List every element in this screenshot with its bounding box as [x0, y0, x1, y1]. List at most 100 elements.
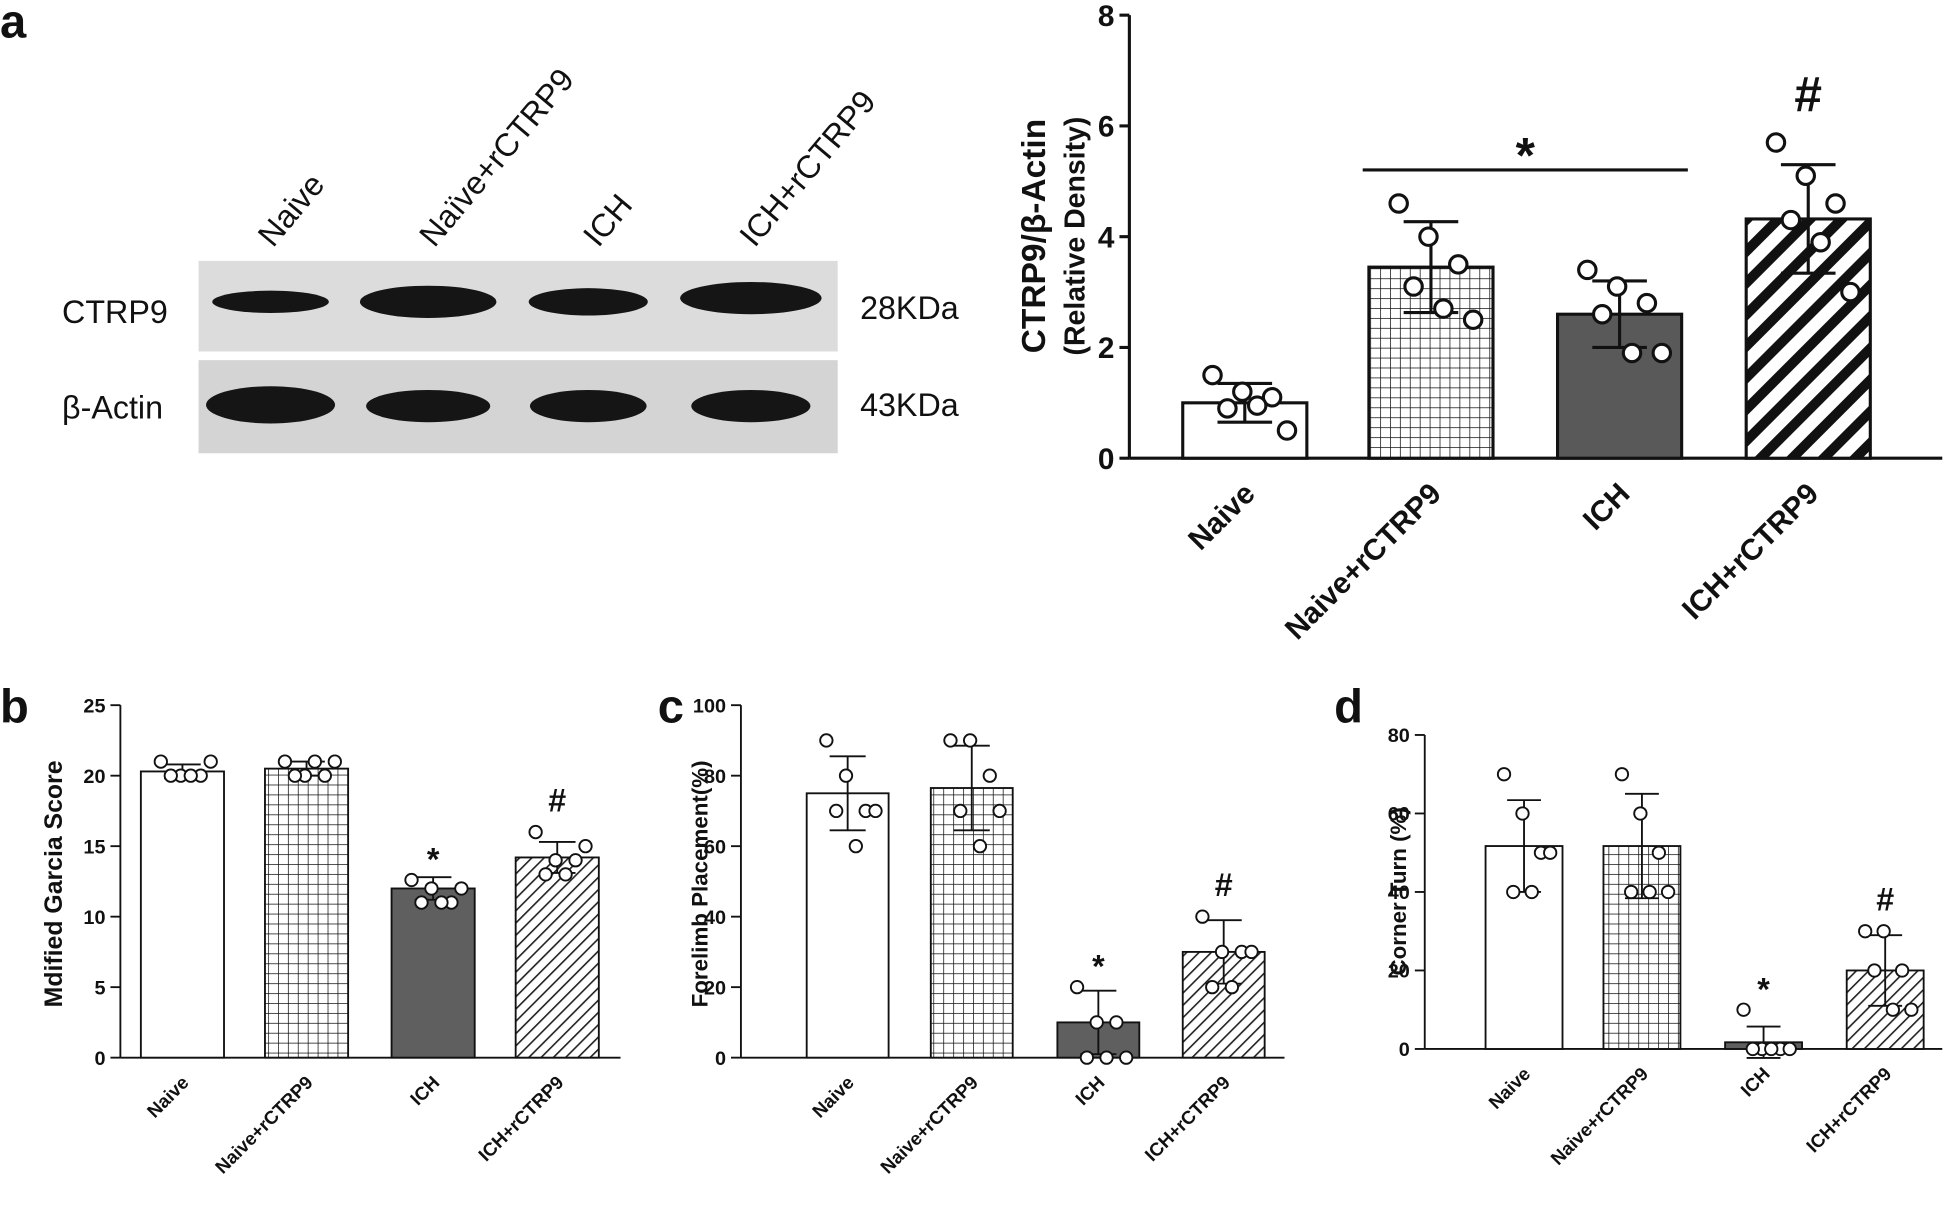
- lane-label: ICH: [576, 187, 639, 253]
- data-point: [568, 853, 583, 868]
- x-tick-label: Naive: [808, 1072, 858, 1122]
- data-point: [1894, 963, 1910, 978]
- data-point: [1825, 193, 1846, 214]
- y-tick-label: 8: [1098, 0, 1115, 33]
- data-point: [1543, 845, 1558, 860]
- y-tick-label: 2: [1098, 332, 1115, 365]
- data-point: [1858, 924, 1873, 939]
- bar: [139, 770, 225, 1059]
- data-point: [868, 803, 883, 819]
- annotation: #: [1876, 881, 1894, 917]
- data-point: [1591, 303, 1613, 325]
- y-axis-label: Corner Turn (%): [1386, 807, 1411, 975]
- data-point: [414, 895, 429, 910]
- data-point: [1795, 165, 1816, 186]
- panel-label: a: [0, 0, 27, 47]
- y-tick-label: 80: [704, 766, 726, 788]
- x-tick-label: ICH+rCTRP9: [1676, 477, 1825, 626]
- data-point: [1069, 980, 1085, 995]
- data-point: [1780, 209, 1802, 231]
- data-point: [819, 733, 834, 748]
- y-tick-label: 60: [1388, 804, 1410, 826]
- data-point: [1621, 342, 1643, 364]
- data-point: [982, 768, 997, 783]
- y-tick-label: 6: [1098, 111, 1115, 144]
- x-tick-label: ICH: [1071, 1072, 1109, 1110]
- data-point: [1606, 276, 1628, 297]
- x-tick-label: Naive: [1484, 1063, 1534, 1113]
- x-tick-label: Naive: [143, 1072, 193, 1122]
- y-tick-label: 20: [1388, 961, 1410, 983]
- data-point: [1515, 806, 1530, 821]
- lane-label: Naive: [251, 167, 332, 253]
- x-tick-label: Naive+rCTRP9: [1279, 477, 1448, 646]
- data-point: [972, 839, 988, 854]
- y-tick-label: 20: [83, 766, 105, 788]
- bar: [805, 792, 890, 1059]
- bar: [514, 856, 600, 1059]
- data-point: [1651, 845, 1667, 860]
- data-point: [1904, 1002, 1919, 1017]
- x-tick-label: ICH+rCTRP9: [1141, 1072, 1234, 1165]
- x-tick-label: ICH+rCTRP9: [474, 1072, 567, 1165]
- x-tick-label: Naive+rCTRP9: [1546, 1063, 1652, 1169]
- y-tick-label: 60: [704, 836, 726, 858]
- y-tick-label: 40: [1388, 882, 1410, 904]
- y-axis-label: (Relative Density): [1060, 117, 1092, 356]
- data-point: [287, 768, 303, 783]
- data-point: [548, 853, 563, 868]
- data-point: [558, 867, 573, 882]
- data-point: [1079, 1050, 1095, 1065]
- data-point: [1614, 767, 1630, 782]
- data-point: [1244, 944, 1259, 960]
- y-tick-label: 0: [94, 1048, 105, 1070]
- data-point: [1624, 884, 1639, 900]
- x-tick-label: ICH: [1577, 477, 1637, 537]
- data-point: [203, 754, 218, 769]
- data-point: [1642, 884, 1657, 900]
- data-point: [1496, 767, 1512, 782]
- data-point: [953, 803, 968, 819]
- data-point: [1099, 1050, 1114, 1065]
- y-tick-label: 25: [83, 695, 105, 717]
- blot-size-label: 43KDa: [860, 387, 959, 423]
- annotation: *: [1516, 127, 1536, 183]
- data-point: [1224, 980, 1240, 995]
- data-point: [829, 803, 844, 819]
- data-point: [1403, 276, 1424, 297]
- data-point: [1217, 398, 1238, 419]
- data-point: [317, 768, 332, 783]
- x-tick-label: Naive+rCTRP9: [211, 1072, 317, 1178]
- blot-size-label: 28KDa: [860, 290, 959, 326]
- y-tick-label: 10: [83, 907, 105, 929]
- annotation: *: [1092, 949, 1105, 985]
- y-tick-label: 0: [1399, 1039, 1410, 1061]
- lane-label: Naïve+rCTRP9: [412, 62, 581, 253]
- y-tick-label: 0: [1098, 443, 1115, 476]
- y-tick-label: 80: [1388, 725, 1410, 747]
- data-point: [578, 839, 593, 854]
- data-point: [153, 754, 168, 769]
- data-point: [1782, 1041, 1797, 1057]
- data-point: [163, 768, 178, 783]
- data-point: [838, 768, 854, 783]
- y-axis-label: Forelimb Placement(%): [687, 760, 712, 1007]
- data-point: [454, 881, 469, 896]
- y-tick-label: 15: [83, 836, 105, 858]
- y-tick-label: 40: [704, 907, 726, 929]
- data-point: [277, 754, 293, 769]
- data-point: [1506, 884, 1521, 900]
- data-point: [434, 895, 449, 910]
- data-point: [1764, 1041, 1779, 1057]
- panel-label: d: [1334, 680, 1363, 733]
- data-point: [1388, 193, 1409, 214]
- data-point: [992, 803, 1007, 819]
- data-point: [327, 754, 342, 769]
- data-point: [962, 733, 978, 748]
- data-point: [1261, 387, 1283, 408]
- data-point: [1633, 806, 1648, 821]
- x-tick-label: Naive+rCTRP9: [876, 1072, 982, 1178]
- data-point: [943, 733, 958, 748]
